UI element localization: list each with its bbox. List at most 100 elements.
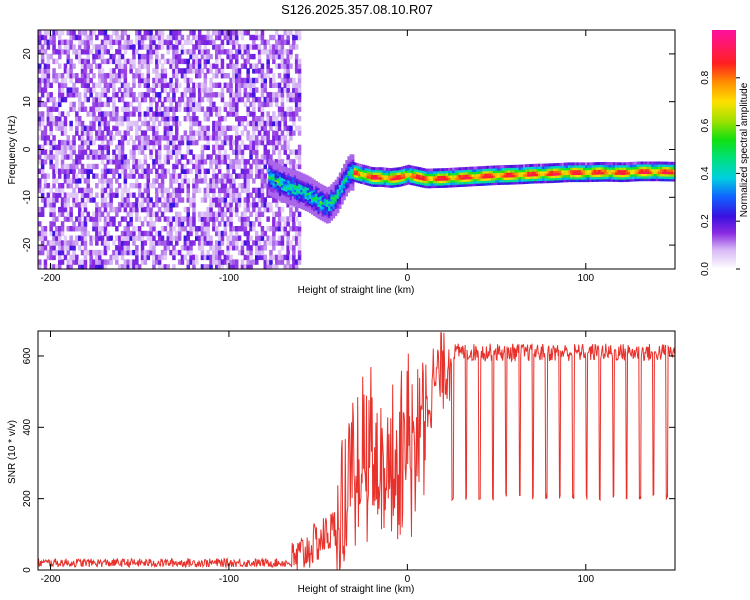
spectrogram-cell (229, 125, 233, 131)
spectrogram-cell (89, 216, 93, 222)
spectrogram-cell (83, 87, 88, 93)
spectrogram-ridge-cell (520, 166, 524, 170)
spectrogram-cell (183, 106, 188, 112)
spectrogram-cell (40, 87, 45, 93)
spectrogram-cell (183, 58, 188, 65)
spectrogram-ridge-cell (281, 199, 284, 202)
spectrogram-ridge-cell (486, 177, 490, 181)
spectrogram-ridge-cell (600, 176, 603, 180)
spectrogram-cell (86, 63, 90, 69)
spectrogram-cell (66, 39, 70, 45)
spectrogram-ridge-cell (471, 176, 475, 180)
spectrogram-cell (117, 144, 122, 151)
spectrogram-cell (292, 235, 296, 241)
spectrogram-cell (203, 135, 208, 141)
spectrogram-ridge-cell (304, 200, 308, 204)
spectrogram-ridge-cell (585, 169, 588, 173)
spectrogram-ridge-cell (293, 170, 297, 174)
spectrogram-cell (217, 254, 222, 261)
spectrogram-cell (60, 77, 65, 84)
spectrogram-cell (72, 254, 76, 261)
spectrogram-ridge-cell (572, 164, 575, 168)
spectrogram-cell (186, 34, 190, 41)
spectrogram-cell (106, 139, 110, 146)
spectrogram-ridge-cell (300, 191, 303, 195)
spectrogram-cell (183, 206, 188, 213)
spectrogram-cell (235, 101, 239, 108)
spectrogram-ridge-cell (469, 176, 473, 180)
spectrogram-ridge-cell (640, 171, 644, 174)
spectrogram-ridge-cell (520, 174, 524, 177)
spectrogram-ridge-cell (542, 177, 545, 181)
spectrogram-cell (235, 130, 239, 136)
spectrogram-cell (192, 192, 196, 198)
spectrogram-cell (98, 120, 102, 127)
spectrogram-ridge-cell (570, 162, 573, 166)
spectrogram-cell (232, 63, 236, 69)
spectrogram-cell (232, 53, 236, 60)
spectrogram-ridge-cell (593, 164, 597, 168)
spectrogram-ridge-cell (358, 175, 361, 179)
spectrogram-cell (180, 178, 185, 184)
spectrogram-ridge-cell (287, 191, 291, 195)
colorbar: 0.00.20.40.60.8 Normalized spectral ampl… (700, 30, 750, 276)
spectrogram-ridge-cell (287, 189, 291, 193)
spectrogram-ridge-cell (289, 197, 293, 201)
spectrogram-cell (95, 130, 99, 136)
spectrogram-cell (189, 245, 193, 251)
spectrogram-cell (100, 111, 105, 117)
spectrogram-ridge-cell (441, 180, 445, 184)
spectrogram-ridge-cell (270, 179, 273, 183)
spectrogram-ridge-cell (497, 172, 500, 176)
spectrogram-cell (286, 82, 290, 88)
spectrogram-ridge-cell (546, 177, 550, 181)
spectrogram-cell (126, 230, 130, 237)
spectrogram-cell (40, 149, 45, 155)
spectrogram-cell (249, 120, 253, 127)
spectrogram-cell (157, 235, 162, 241)
spectrogram-cell (143, 130, 148, 136)
spectrogram-cell (280, 245, 285, 251)
spectrogram-ridge-cell (565, 172, 569, 176)
spectrogram-ridge-cell (529, 166, 533, 170)
spectrogram-cell (137, 125, 142, 131)
spectrogram-cell (83, 168, 88, 174)
spectrogram-cell (126, 116, 130, 122)
spectrogram-ridge-cell (518, 174, 522, 178)
spectrogram-cell (169, 77, 173, 84)
spectrogram-ridge-cell (640, 168, 644, 172)
spectrogram-cell (132, 111, 136, 117)
spectrogram-ridge-cell (469, 171, 473, 175)
spectrogram-ridge-cell (351, 163, 355, 167)
spectrogram-ridge-cell (642, 173, 646, 177)
spectrogram-cell (126, 92, 130, 98)
spectrogram-ridge-cell (281, 167, 284, 171)
spectrogram-cell (232, 96, 236, 103)
spectrogram-ridge-cell (602, 178, 605, 182)
spectrogram-ridge-cell (660, 178, 663, 182)
spectrogram-cell (46, 202, 51, 208)
spectrogram-cell (297, 82, 302, 88)
spectrogram-ridge-cell (645, 173, 648, 177)
spectrogram-ridge-cell (527, 176, 530, 180)
spectrogram-cell (98, 144, 102, 151)
spectrogram-ridge-cell (441, 168, 445, 172)
spectrogram-cell (166, 39, 170, 45)
spectrogram-cell (200, 82, 205, 88)
spectrogram-ridge-cell (501, 179, 505, 183)
spectrogram-ridge-cell (475, 166, 479, 170)
spectrogram-cell (103, 92, 108, 98)
spectrogram-cell (257, 245, 262, 251)
spectrogram-ridge-cell (647, 163, 650, 167)
spectrogram-ridge-cell (276, 163, 280, 167)
spectrogram-cell (123, 68, 128, 74)
spectrogram-cell (192, 226, 196, 232)
spectrogram-cell (83, 63, 88, 69)
spectrogram-ridge-cell (529, 180, 533, 184)
spectrogram-cell (163, 254, 168, 261)
spectrogram-ridge-cell (503, 167, 507, 171)
spectrogram-ridge-cell (540, 178, 543, 181)
spectrogram-ridge-cell (321, 213, 325, 217)
figure-title: S126.2025.357.08.10.R07 (281, 2, 433, 17)
spectrogram-ridge-cell (578, 164, 582, 168)
